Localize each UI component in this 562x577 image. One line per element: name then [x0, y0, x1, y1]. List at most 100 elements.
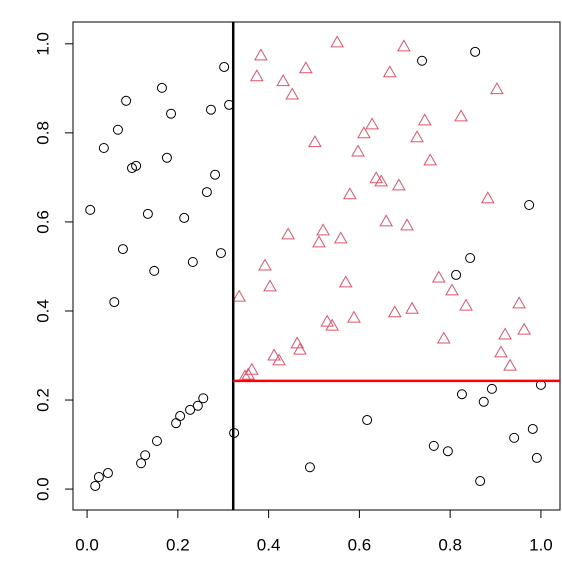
point — [527, 423, 538, 434]
point — [281, 227, 295, 240]
point — [272, 353, 286, 366]
point — [480, 191, 495, 204]
point — [456, 389, 467, 400]
point — [244, 362, 259, 375]
point — [417, 55, 428, 66]
x-tick-label: 0.4 — [257, 535, 281, 554]
y-tick-label: 0.0 — [33, 477, 52, 501]
point — [232, 289, 246, 302]
point — [151, 435, 162, 446]
point — [330, 35, 345, 48]
point — [338, 275, 353, 288]
x-tick-label: 1.0 — [529, 535, 553, 554]
point — [192, 400, 203, 411]
point — [423, 153, 438, 166]
point — [185, 404, 196, 415]
point — [454, 109, 468, 122]
point — [357, 126, 371, 139]
point — [308, 135, 322, 148]
point — [333, 231, 348, 244]
point — [436, 331, 451, 344]
point — [490, 82, 504, 95]
point — [325, 318, 340, 331]
x-tick-label: 0.6 — [348, 535, 372, 554]
point — [136, 458, 147, 469]
point — [90, 480, 101, 491]
point — [470, 46, 481, 57]
point — [249, 69, 264, 82]
point — [117, 244, 128, 255]
plot-frame — [72, 21, 561, 511]
point — [205, 104, 216, 115]
point — [347, 310, 361, 323]
point — [320, 314, 335, 327]
y-tick-label: 0.4 — [33, 299, 52, 323]
point — [298, 61, 313, 74]
point — [351, 144, 365, 157]
point — [465, 252, 476, 263]
point — [156, 82, 167, 93]
point — [112, 124, 123, 135]
point — [263, 279, 277, 292]
point — [417, 113, 432, 126]
point — [316, 223, 330, 236]
point — [93, 472, 104, 483]
point — [387, 305, 402, 318]
point — [312, 235, 326, 248]
x-tick-label: 0.0 — [75, 535, 99, 554]
point — [293, 342, 307, 355]
point — [392, 178, 406, 191]
point — [98, 143, 109, 154]
point — [369, 171, 384, 184]
y-tick-label: 0.8 — [33, 121, 52, 145]
point — [210, 169, 221, 180]
point — [517, 322, 532, 335]
point — [187, 256, 198, 267]
point — [498, 327, 512, 340]
point — [121, 95, 132, 106]
x-tick-label: 0.8 — [438, 535, 462, 554]
point — [428, 440, 439, 451]
point — [85, 204, 96, 215]
point — [410, 130, 424, 143]
point — [431, 270, 446, 283]
point — [254, 48, 268, 61]
point — [304, 462, 315, 473]
point — [140, 450, 151, 461]
point — [161, 152, 172, 163]
point — [374, 174, 389, 187]
x-tick-label: 0.2 — [166, 535, 190, 554]
point — [175, 411, 186, 422]
y-tick-label: 0.2 — [33, 388, 52, 412]
point — [276, 74, 291, 87]
point — [503, 358, 517, 371]
point — [179, 212, 190, 223]
point — [405, 301, 419, 314]
point — [102, 468, 113, 479]
point — [342, 187, 357, 200]
point — [509, 432, 520, 443]
point — [494, 345, 508, 358]
point — [531, 452, 542, 463]
point — [362, 415, 373, 426]
point — [109, 297, 120, 308]
point — [442, 446, 453, 457]
point — [267, 348, 281, 361]
point — [524, 200, 535, 210]
point — [198, 393, 209, 404]
point — [201, 187, 212, 198]
point — [215, 248, 226, 259]
point — [445, 283, 459, 296]
point — [379, 214, 394, 227]
point — [258, 258, 272, 271]
y-tick-label: 0.6 — [33, 210, 52, 234]
point — [486, 383, 497, 394]
point — [478, 396, 489, 407]
point — [382, 65, 397, 78]
point — [365, 117, 379, 130]
point — [142, 208, 153, 219]
point — [285, 87, 300, 100]
point — [512, 296, 527, 309]
y-tick-label: 1.0 — [33, 32, 52, 56]
